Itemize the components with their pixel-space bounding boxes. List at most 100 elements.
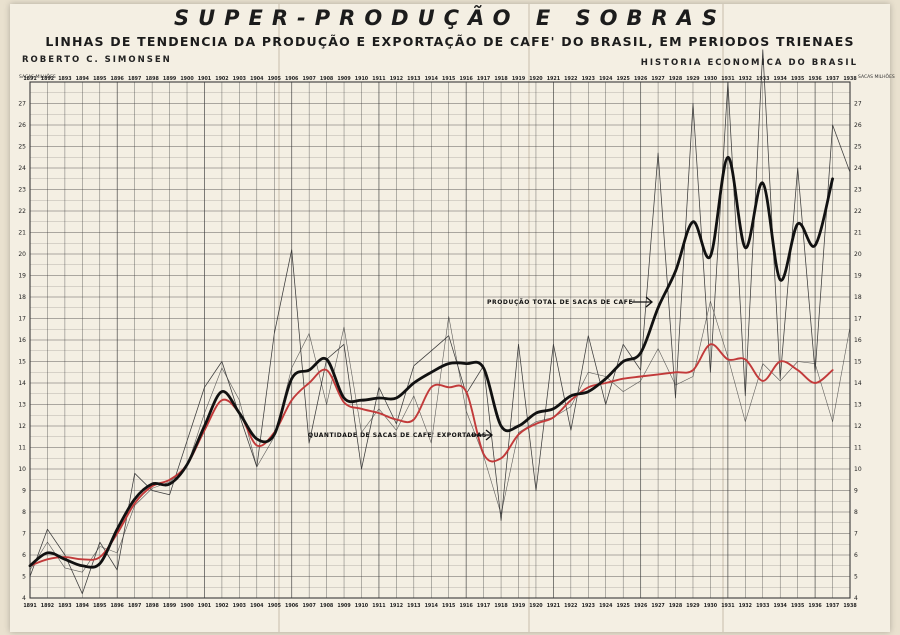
- annual-exports-line: [29, 301, 851, 573]
- y-tick-label-right: 20: [854, 251, 862, 258]
- x-tick-label-top: 1920: [529, 76, 543, 82]
- x-tick-label-bottom: 1914: [425, 603, 439, 609]
- y-tick-label-right: 24: [854, 165, 862, 172]
- x-tick-label-top: 1917: [477, 76, 490, 82]
- y-tick-label-left: 27: [18, 101, 26, 108]
- x-tick-label-bottom: 1895: [93, 603, 106, 609]
- x-tick-label-bottom: 1901: [198, 603, 211, 609]
- y-tick-label-right: 15: [854, 359, 862, 366]
- y-tick-label-left: 9: [22, 488, 26, 495]
- chart-sheet: [10, 4, 890, 632]
- x-tick-label-top: 1933: [756, 76, 769, 82]
- y-tick-label-left: 22: [18, 208, 26, 215]
- x-tick-label-bottom: 1910: [355, 603, 369, 609]
- x-tick-label-bottom: 1913: [407, 603, 420, 609]
- x-tick-label-bottom: 1923: [582, 603, 595, 609]
- y-tick-label-right: 6: [854, 552, 858, 559]
- x-tick-label-bottom: 1933: [756, 603, 769, 609]
- y-tick-label-right: 9: [854, 488, 858, 495]
- x-tick-label-top: 1935: [791, 76, 804, 82]
- y-unit-label-right: SACAS MILHÕES: [858, 73, 895, 80]
- x-tick-label-top: 1937: [826, 76, 839, 82]
- x-tick-label-bottom: 1915: [442, 603, 455, 609]
- y-tick-label-left: 11: [18, 445, 26, 452]
- x-tick-label-top: 1915: [442, 76, 455, 82]
- x-tick-label-bottom: 1932: [739, 603, 752, 609]
- y-tick-label-right: 13: [854, 402, 862, 409]
- x-tick-label-top: 1928: [669, 76, 683, 82]
- x-tick-label-bottom: 1917: [477, 603, 490, 609]
- x-tick-label-top: 1926: [634, 76, 648, 82]
- x-tick-label-top: 1936: [808, 76, 822, 82]
- x-tick-label-bottom: 1922: [564, 603, 577, 609]
- x-tick-label-top: 1924: [599, 76, 613, 82]
- x-tick-label-bottom: 1905: [268, 603, 281, 609]
- y-tick-label-right: 18: [854, 294, 862, 301]
- chart-source: HISTORIA ECONOMICA DO BRASIL: [640, 58, 858, 68]
- x-tick-label-top: 1907: [302, 76, 315, 82]
- y-tick-label-left: 17: [18, 316, 26, 323]
- y-tick-label-right: 25: [854, 144, 862, 151]
- x-tick-label-bottom: 1907: [302, 603, 315, 609]
- x-tick-label-bottom: 1924: [599, 603, 613, 609]
- x-tick-label-bottom: 1916: [459, 603, 473, 609]
- y-tick-label-right: 7: [854, 531, 858, 538]
- x-tick-label-bottom: 1931: [721, 603, 734, 609]
- x-tick-label-bottom: 1926: [634, 603, 648, 609]
- chart-title: SUPER-PRODUÇÃO E SOBRAS: [173, 6, 727, 30]
- y-tick-label-left: 14: [18, 380, 26, 387]
- x-tick-label-bottom: 1934: [774, 603, 788, 609]
- x-tick-label-top: 1897: [128, 76, 141, 82]
- x-tick-label-top: 1909: [337, 76, 351, 82]
- y-tick-label-left: 5: [22, 574, 26, 581]
- x-tick-label-bottom: 1896: [111, 603, 125, 609]
- y-unit-label-left: SACAS MILHÕES: [19, 73, 56, 80]
- grid: [29, 81, 851, 599]
- x-tick-label-top: 1922: [564, 76, 577, 82]
- x-tick-label-top: 1921: [547, 76, 560, 82]
- y-tick-label-right: 4: [854, 595, 858, 602]
- x-tick-label-top: 1913: [407, 76, 420, 82]
- annotations: PRODUÇÃO TOTAL DE SACAS DE CAFE' QUANTID…: [308, 296, 654, 441]
- y-tick-label-right: 8: [854, 509, 858, 516]
- y-tick-label-left: 4: [22, 595, 26, 602]
- y-tick-label-left: 26: [18, 122, 26, 129]
- x-tick-label-bottom: 1903: [233, 603, 246, 609]
- y-tick-label-left: 13: [18, 402, 26, 409]
- x-tick-label-top: 1925: [617, 76, 630, 82]
- x-tick-label-top: 1916: [459, 76, 473, 82]
- x-tick-label-bottom: 1894: [76, 603, 90, 609]
- y-tick-label-left: 19: [18, 273, 26, 280]
- x-tick-label-top: 1899: [163, 76, 177, 82]
- x-tick-label-top: 1895: [93, 76, 106, 82]
- x-tick-label-bottom: 1897: [128, 603, 141, 609]
- x-tick-label-bottom: 1906: [285, 603, 299, 609]
- x-tick-label-bottom: 1920: [529, 603, 543, 609]
- x-tick-label-bottom: 1927: [651, 603, 664, 609]
- y-tick-label-left: 25: [18, 144, 26, 151]
- paper-fold: [528, 4, 530, 632]
- y-tick-label-right: 11: [854, 445, 862, 452]
- x-tick-label-top: 1918: [494, 76, 508, 82]
- x-tick-label-top: 1919: [512, 76, 526, 82]
- y-tick-label-right: 17: [854, 316, 862, 323]
- x-tick-label-bottom: 1925: [617, 603, 630, 609]
- x-tick-label-bottom: 1937: [826, 603, 839, 609]
- x-tick-label-bottom: 1900: [180, 603, 194, 609]
- x-tick-label-bottom: 1899: [163, 603, 177, 609]
- y-tick-label-right: 5: [854, 574, 858, 581]
- x-tick-label-top: 1932: [739, 76, 752, 82]
- x-tick-label-top: 1901: [198, 76, 211, 82]
- y-tick-label-left: 23: [18, 187, 26, 194]
- y-tick-label-left: 7: [22, 531, 26, 538]
- x-tick-label-top: 1929: [686, 76, 700, 82]
- x-tick-label-top: 1914: [425, 76, 439, 82]
- x-tick-label-top: 1934: [774, 76, 788, 82]
- x-tick-label-bottom: 1904: [250, 603, 264, 609]
- y-tick-label-right: 19: [854, 273, 862, 280]
- x-tick-label-bottom: 1891: [23, 603, 36, 609]
- x-tick-label-bottom: 1919: [512, 603, 526, 609]
- x-tick-label-bottom: 1921: [547, 603, 560, 609]
- y-tick-label-left: 20: [18, 251, 26, 258]
